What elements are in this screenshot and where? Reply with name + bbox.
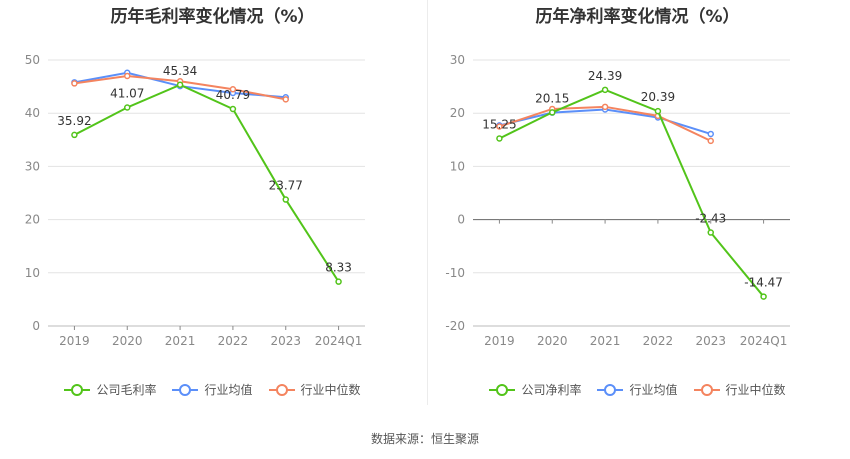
y-tick-label: 20 xyxy=(450,106,465,120)
x-tick-label: 2024Q1 xyxy=(740,334,788,348)
data-label: 15.25 xyxy=(482,117,516,131)
legend-item[interactable]: 公司毛利率 xyxy=(64,381,156,398)
legend-item[interactable]: 行业均值 xyxy=(172,381,253,398)
chart-title: 历年毛利率变化情况（%） xyxy=(110,7,315,27)
legend-item[interactable]: 行业均值 xyxy=(597,381,678,398)
legend-swatch-icon xyxy=(597,383,624,396)
gross-margin-plot: 0 10 20 30 40 50 2019 2020 2021 2022 2023 2024Q1 35.… xyxy=(25,53,365,348)
data-point xyxy=(124,104,131,111)
data-point xyxy=(71,131,78,139)
series-line xyxy=(498,88,765,298)
data-point xyxy=(335,278,342,285)
data-point xyxy=(601,103,609,111)
x-tick-label: 2022 xyxy=(218,334,249,348)
y-tick-label: 10 xyxy=(25,266,40,280)
x-tick-label: 2023 xyxy=(695,334,726,348)
data-label: 40.79 xyxy=(216,88,250,102)
legend-label: 行业中位数 xyxy=(725,383,786,397)
data-label: -2.43 xyxy=(695,212,726,226)
data-label: 20.39 xyxy=(641,90,675,104)
data-point xyxy=(496,123,503,130)
data-label: 20.15 xyxy=(535,91,569,105)
net-margin-plot: -20 -10 0 10 20 30 2019 2020 2021 2022 2023 2024Q1 1… xyxy=(445,53,790,348)
legend-label: 行业均值 xyxy=(204,383,253,397)
chart-title: 历年净利率变化情况（%） xyxy=(535,7,740,27)
legend-item[interactable]: 行业中位数 xyxy=(268,381,361,398)
y-tick-label: 30 xyxy=(25,159,40,173)
data-label: 45.34 xyxy=(163,64,197,78)
data-label: 23.77 xyxy=(269,179,303,193)
legend-label: 行业中位数 xyxy=(300,383,361,397)
data-point xyxy=(229,86,237,93)
data-point xyxy=(760,293,767,300)
x-tick-label: 2020 xyxy=(112,334,143,348)
data-label: 41.07 xyxy=(110,87,144,101)
legend-label: 公司毛利率 xyxy=(96,383,157,397)
x-tick-label: 2022 xyxy=(643,334,674,348)
legend-swatch-icon xyxy=(268,383,295,396)
y-tick-label: 50 xyxy=(25,53,40,67)
legend-swatch-icon xyxy=(64,383,91,396)
data-label: 8.33 xyxy=(325,261,352,275)
legend-item[interactable]: 公司净利率 xyxy=(489,381,581,398)
data-point xyxy=(707,130,714,138)
chart-legend: 公司毛利率 行业均值 行业中位数 xyxy=(0,381,425,398)
data-label: -14.47 xyxy=(744,276,783,290)
data-point xyxy=(601,86,609,94)
y-tick-label: 0 xyxy=(457,213,465,227)
chart-legend: 公司净利率 行业均值 行业中位数 xyxy=(425,381,850,398)
data-point xyxy=(707,229,714,236)
legend-swatch-icon xyxy=(693,383,720,396)
net-margin-chart: 历年净利率变化情况（%） -20 -10 0 10 20 30 2019 2020 2021 20… xyxy=(425,0,850,459)
x-tick-label: 2020 xyxy=(537,334,568,348)
data-point xyxy=(176,81,184,89)
data-point xyxy=(496,135,503,142)
x-tick-label: 2021 xyxy=(165,334,196,348)
data-label: 24.39 xyxy=(588,69,622,83)
data-point xyxy=(124,72,131,80)
data-point xyxy=(654,107,662,115)
legend-label: 行业均值 xyxy=(629,383,678,397)
data-point xyxy=(707,137,714,145)
y-tick-label: 40 xyxy=(25,106,40,120)
x-tick-label: 2023 xyxy=(270,334,301,348)
y-tick-label: 0 xyxy=(32,319,40,333)
data-point xyxy=(229,105,237,113)
x-tick-label: 2021 xyxy=(590,334,621,348)
legend-item[interactable]: 行业中位数 xyxy=(693,381,786,398)
data-point xyxy=(71,80,78,87)
data-label: 35.92 xyxy=(57,114,91,128)
panel-divider xyxy=(427,0,428,405)
y-tick-label: 30 xyxy=(450,53,465,67)
y-tick-label: -10 xyxy=(445,266,465,280)
x-tick-label: 2019 xyxy=(484,334,515,348)
y-tick-label: -20 xyxy=(445,319,465,333)
data-point xyxy=(282,96,289,103)
gross-margin-chart: 历年毛利率变化情况（%） 0 10 20 30 40 50 2019 2020 2021 2022… xyxy=(0,7,425,398)
y-tick-label: 20 xyxy=(25,213,40,227)
legend-label: 公司净利率 xyxy=(521,383,582,397)
legend-swatch-icon xyxy=(489,383,516,396)
legend-swatch-icon xyxy=(172,383,199,396)
x-tick-label: 2019 xyxy=(59,334,90,348)
data-point xyxy=(282,196,289,203)
data-point xyxy=(549,109,556,116)
data-source-note: 数据来源：恒生聚源 xyxy=(370,432,479,446)
y-tick-label: 10 xyxy=(450,159,465,173)
series-line xyxy=(73,83,340,283)
x-tick-label: 2024Q1 xyxy=(315,334,363,348)
